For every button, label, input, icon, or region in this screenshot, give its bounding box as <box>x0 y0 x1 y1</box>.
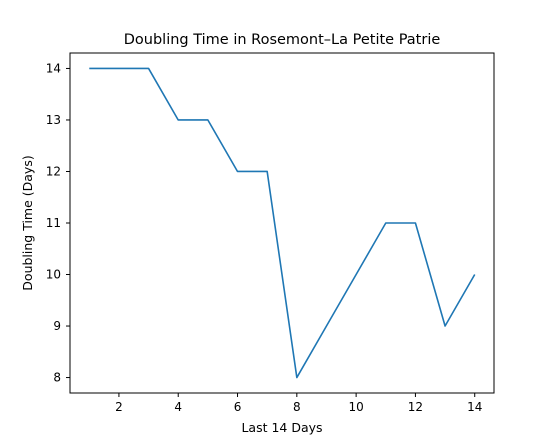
x-tick-label: 14 <box>467 400 482 414</box>
x-tick-label: 12 <box>408 400 423 414</box>
series-line <box>89 67 476 379</box>
chart-title: Doubling Time in Rosemont–La Petite Patr… <box>124 32 441 48</box>
y-tick-label: 11 <box>46 216 61 230</box>
plot-frame <box>69 52 495 394</box>
y-tick-label: 10 <box>46 268 61 282</box>
y-tick-label: 9 <box>53 319 61 333</box>
ticks-layer: 2 4 6 8 10 12 14 8 9 10 11 12 13 14 <box>46 61 483 414</box>
y-tick-label: 13 <box>46 113 61 127</box>
y-tick-label: 8 <box>53 371 61 385</box>
x-tick-label: 8 <box>293 400 301 414</box>
y-tick-label: 12 <box>46 164 61 178</box>
x-tick-label: 4 <box>174 400 182 414</box>
y-axis-label: Doubling Time (Days) <box>20 155 35 290</box>
x-tick-label: 10 <box>348 400 363 414</box>
x-axis-label: Last 14 Days <box>241 420 322 435</box>
y-tick-label: 14 <box>46 61 61 75</box>
x-tick-label: 6 <box>234 400 242 414</box>
series-layer <box>89 67 476 379</box>
x-tick-label: 2 <box>115 400 123 414</box>
